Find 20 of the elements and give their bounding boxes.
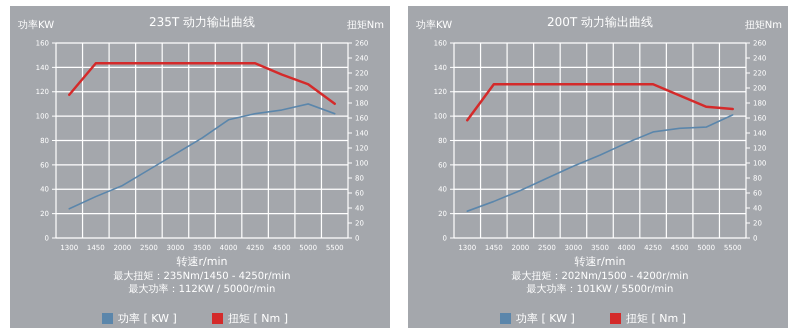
x-axis-title: 转速r/min xyxy=(176,255,228,268)
legend-label: 功率 [ KW ] xyxy=(118,312,177,325)
legend-label: 扭矩 [ Nm ] xyxy=(626,312,686,325)
y-axis-title: 功率KW xyxy=(18,19,54,31)
legend-label: 功率 [ KW ] xyxy=(516,312,575,325)
text: 最大功率：112KW / 5000r/min xyxy=(128,283,276,295)
x-axis-title: 转速r/min xyxy=(574,255,626,268)
y2-axis-title: 扭矩Nm xyxy=(346,19,384,31)
line-series xyxy=(466,83,734,122)
text: 最大扭矩：235Nm/1450 - 4250r/min xyxy=(114,270,290,282)
chart-title: 235T 动力输出曲线 xyxy=(148,15,256,29)
y2-axis-title: 扭矩Nm xyxy=(744,19,782,31)
legend-label: 扭矩 [ Nm ] xyxy=(228,312,288,325)
text: 最大扭矩：202Nm/1500 - 4200r/min xyxy=(512,270,688,282)
text: 最大功率：101KW / 5500r/min xyxy=(526,283,674,295)
line-series xyxy=(68,62,336,105)
y-axis-title: 功率KW xyxy=(416,19,452,31)
line-series xyxy=(466,114,734,212)
chart-title: 200T 动力输出曲线 xyxy=(546,15,654,29)
line-series xyxy=(68,103,336,210)
